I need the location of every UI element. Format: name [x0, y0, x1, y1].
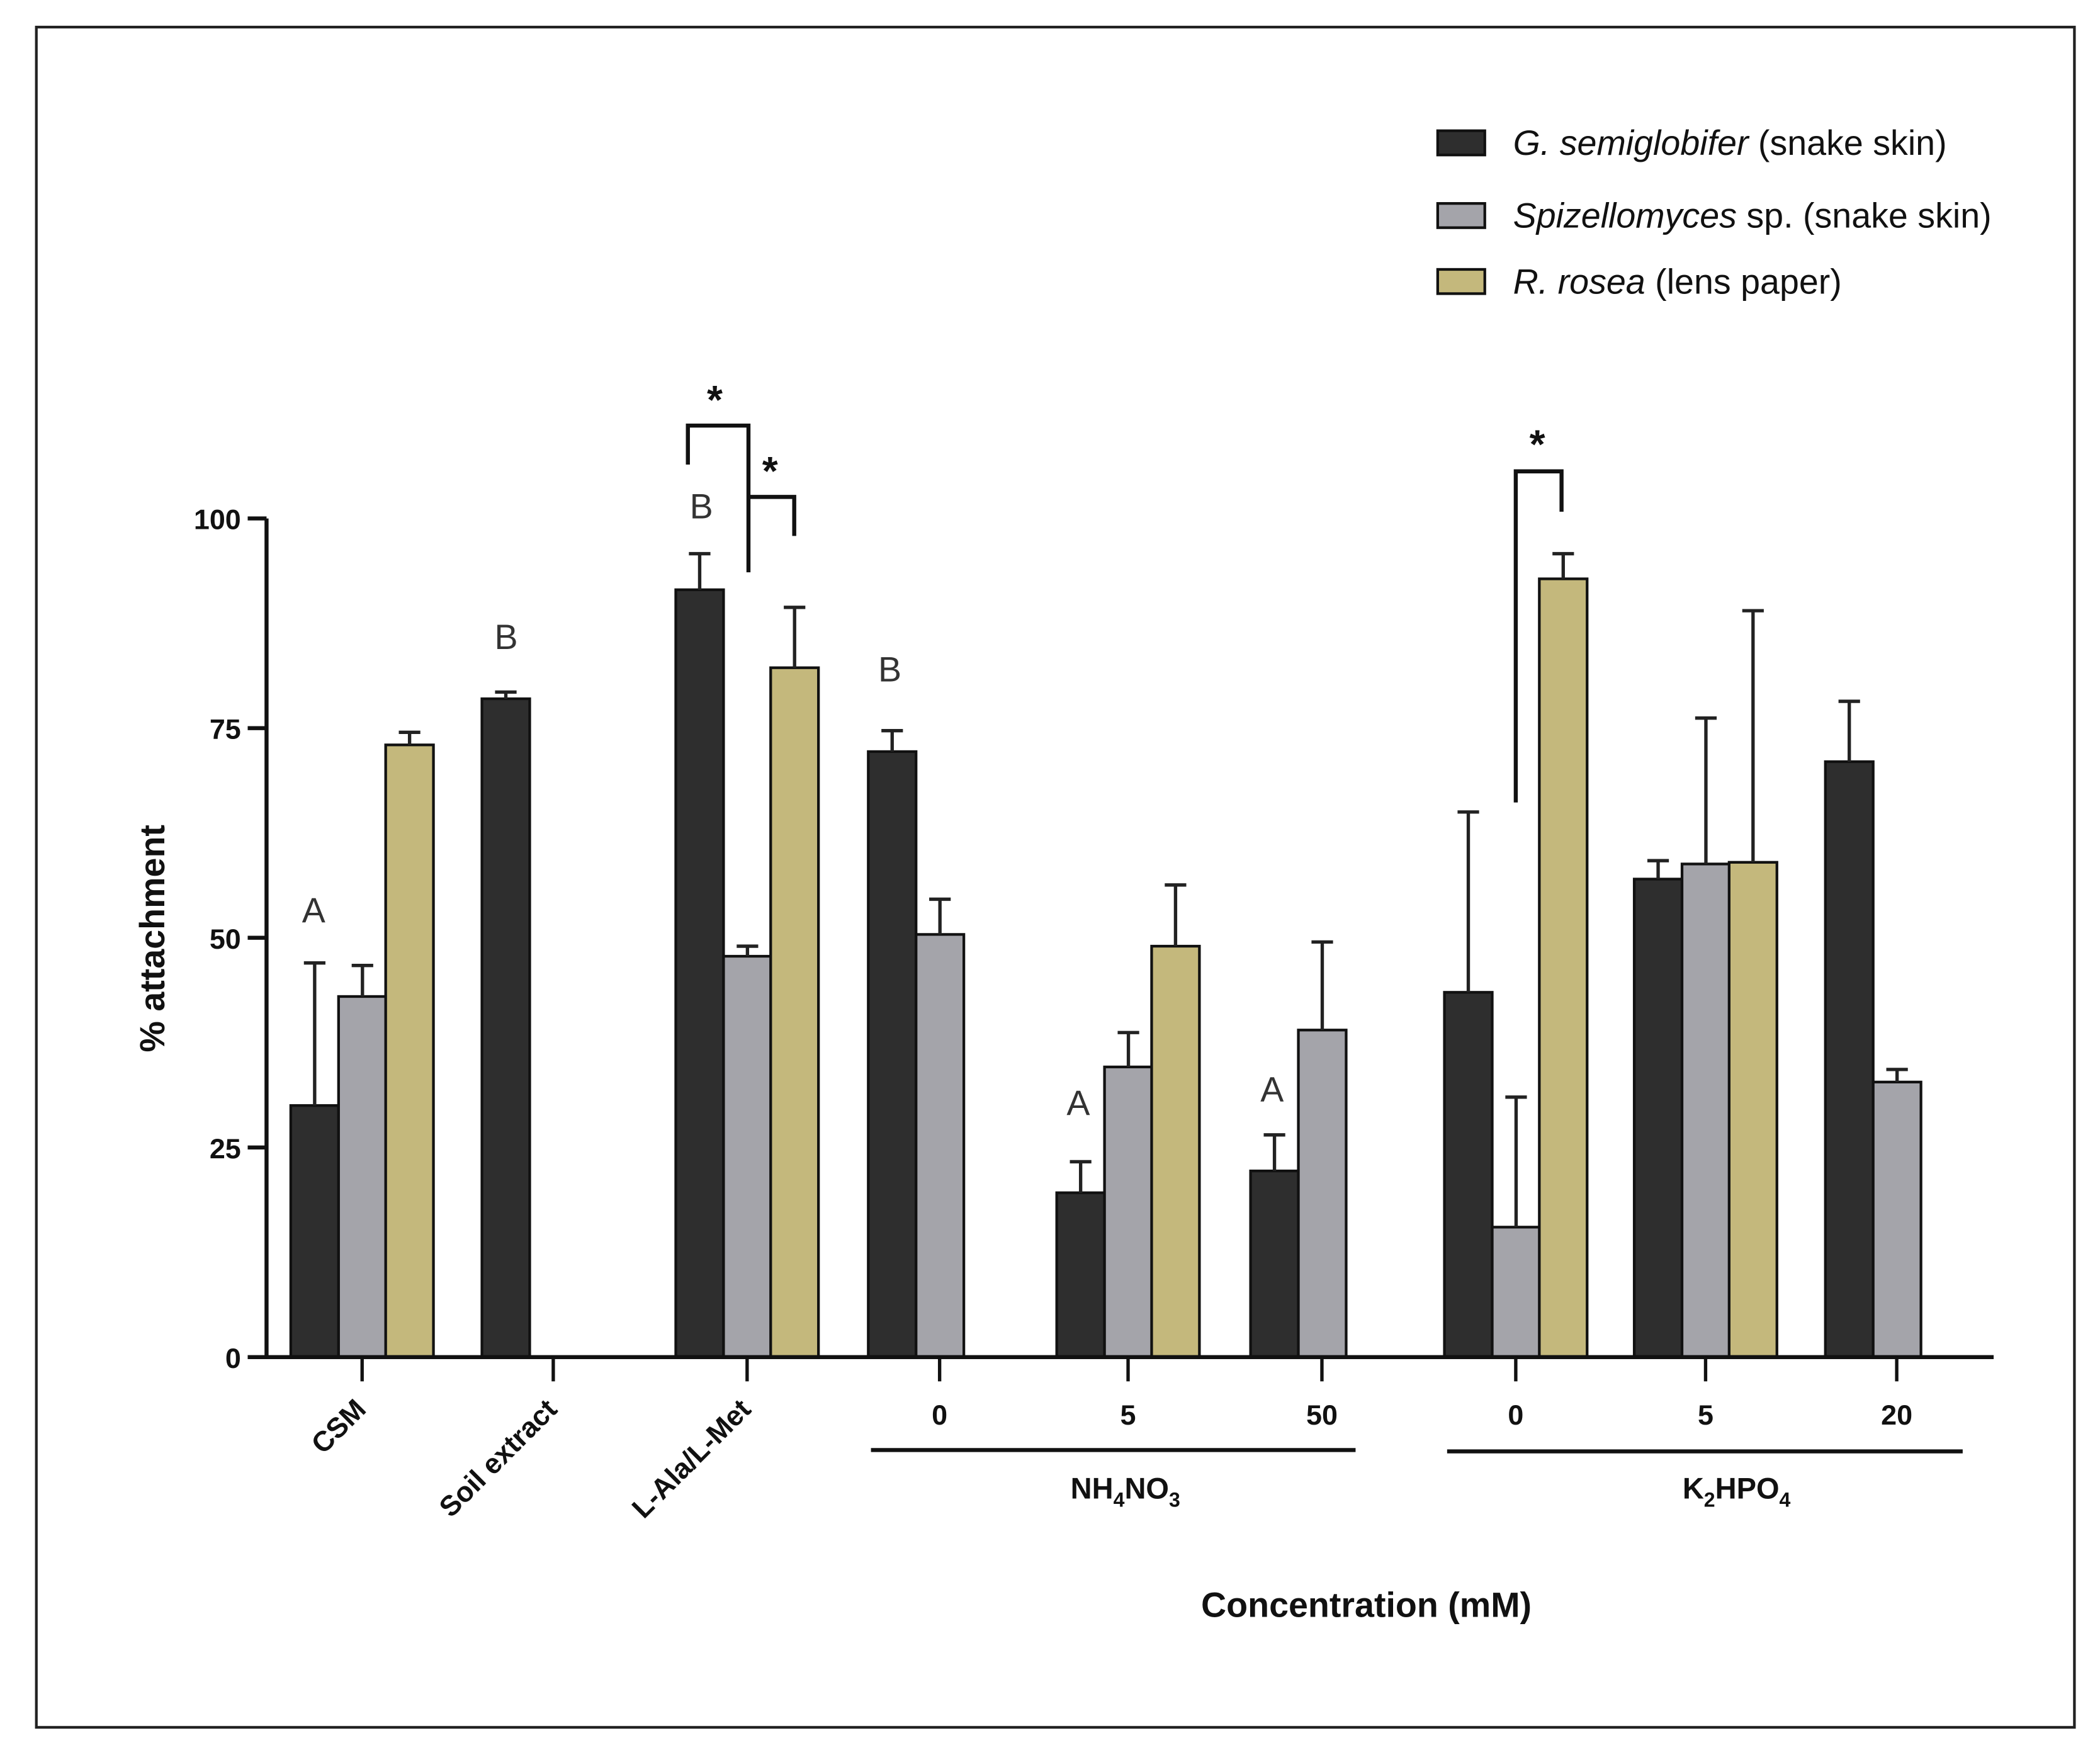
bar: [674, 588, 725, 1358]
y-tick-label: 25: [210, 1132, 241, 1165]
legend-label: R. rosea (lens paper): [1513, 262, 1842, 301]
x-tick-label: 0: [1508, 1399, 1523, 1431]
x-axis-label: Concentration (mM): [1201, 1586, 1532, 1625]
group-label: NH4NO3: [1071, 1471, 1180, 1511]
significance-star: *: [1530, 421, 1545, 466]
legend-substrate: sp. (snake skin): [1737, 196, 1992, 235]
subscript: 2: [1704, 1488, 1715, 1511]
bar: [1680, 862, 1732, 1358]
legend-swatch: [1436, 268, 1486, 295]
significance-letter: A: [1066, 1083, 1090, 1122]
legend-label: Spizellomyces sp. (snake skin): [1513, 196, 1992, 235]
subscript: 4: [1780, 1488, 1791, 1511]
y-tick-label: 75: [210, 713, 241, 745]
significance-letter: B: [495, 618, 518, 657]
significance-letter: A: [1260, 1070, 1284, 1109]
significance-bracket: [1513, 469, 1564, 803]
y-tick-label: 0: [225, 1342, 241, 1374]
significance-letter: B: [878, 650, 901, 689]
bar: [1538, 577, 1589, 1358]
bar: [480, 697, 531, 1358]
group-label-part: NO: [1124, 1471, 1169, 1505]
significance-letter: B: [690, 487, 713, 526]
bar: [1103, 1065, 1154, 1358]
legend-swatch: [1436, 129, 1486, 157]
legend-substrate: (lens paper): [1646, 262, 1842, 301]
bar: [289, 1104, 340, 1358]
legend-species: Spizellomyces: [1513, 196, 1737, 235]
x-tick-label: 0: [932, 1399, 947, 1431]
bar: [1632, 878, 1684, 1358]
bar: [867, 750, 918, 1358]
bar: [337, 995, 388, 1358]
bar: [1824, 760, 1875, 1358]
bar: [722, 954, 773, 1358]
group-label: K2HPO4: [1683, 1471, 1791, 1511]
significance-letter: A: [302, 891, 325, 930]
legend-substrate: (snake skin): [1748, 123, 1946, 162]
bar: [915, 933, 966, 1358]
group-label-part: HPO: [1715, 1471, 1780, 1505]
group-label-part: K: [1683, 1471, 1704, 1505]
bar: [384, 743, 435, 1358]
legend: G. semiglobifer (snake skin) Spizellomyce…: [1436, 123, 1992, 301]
x-tick-label: 5: [1698, 1399, 1713, 1431]
bar: [1727, 861, 1778, 1358]
bar: [1150, 944, 1201, 1358]
significance-star: *: [762, 448, 778, 494]
group-label-part: NH: [1071, 1471, 1114, 1505]
x-tick-label: 5: [1121, 1399, 1136, 1431]
y-axis-label: % attachment: [133, 825, 172, 1052]
significance-bracket: [748, 495, 796, 536]
bar: [1443, 991, 1494, 1358]
bar: [1491, 1226, 1542, 1358]
legend-swatch: [1436, 202, 1486, 229]
bar: [1055, 1191, 1106, 1358]
y-tick-label: 50: [210, 923, 241, 955]
bar: [1249, 1169, 1300, 1358]
bar: [1871, 1080, 1922, 1358]
bar: [769, 666, 820, 1358]
y-tick-label: 100: [194, 504, 241, 536]
legend-species: G. semiglobifer: [1513, 123, 1750, 162]
legend-label: G. semiglobifer (snake skin): [1513, 123, 1947, 162]
x-tick-label: 50: [1306, 1399, 1338, 1431]
subscript: 3: [1169, 1488, 1180, 1511]
bar: [1297, 1029, 1348, 1358]
subscript: 4: [1114, 1488, 1125, 1511]
legend-species: R. rosea: [1513, 262, 1646, 301]
significance-star: *: [707, 377, 723, 422]
x-tick-label: 20: [1881, 1399, 1912, 1431]
